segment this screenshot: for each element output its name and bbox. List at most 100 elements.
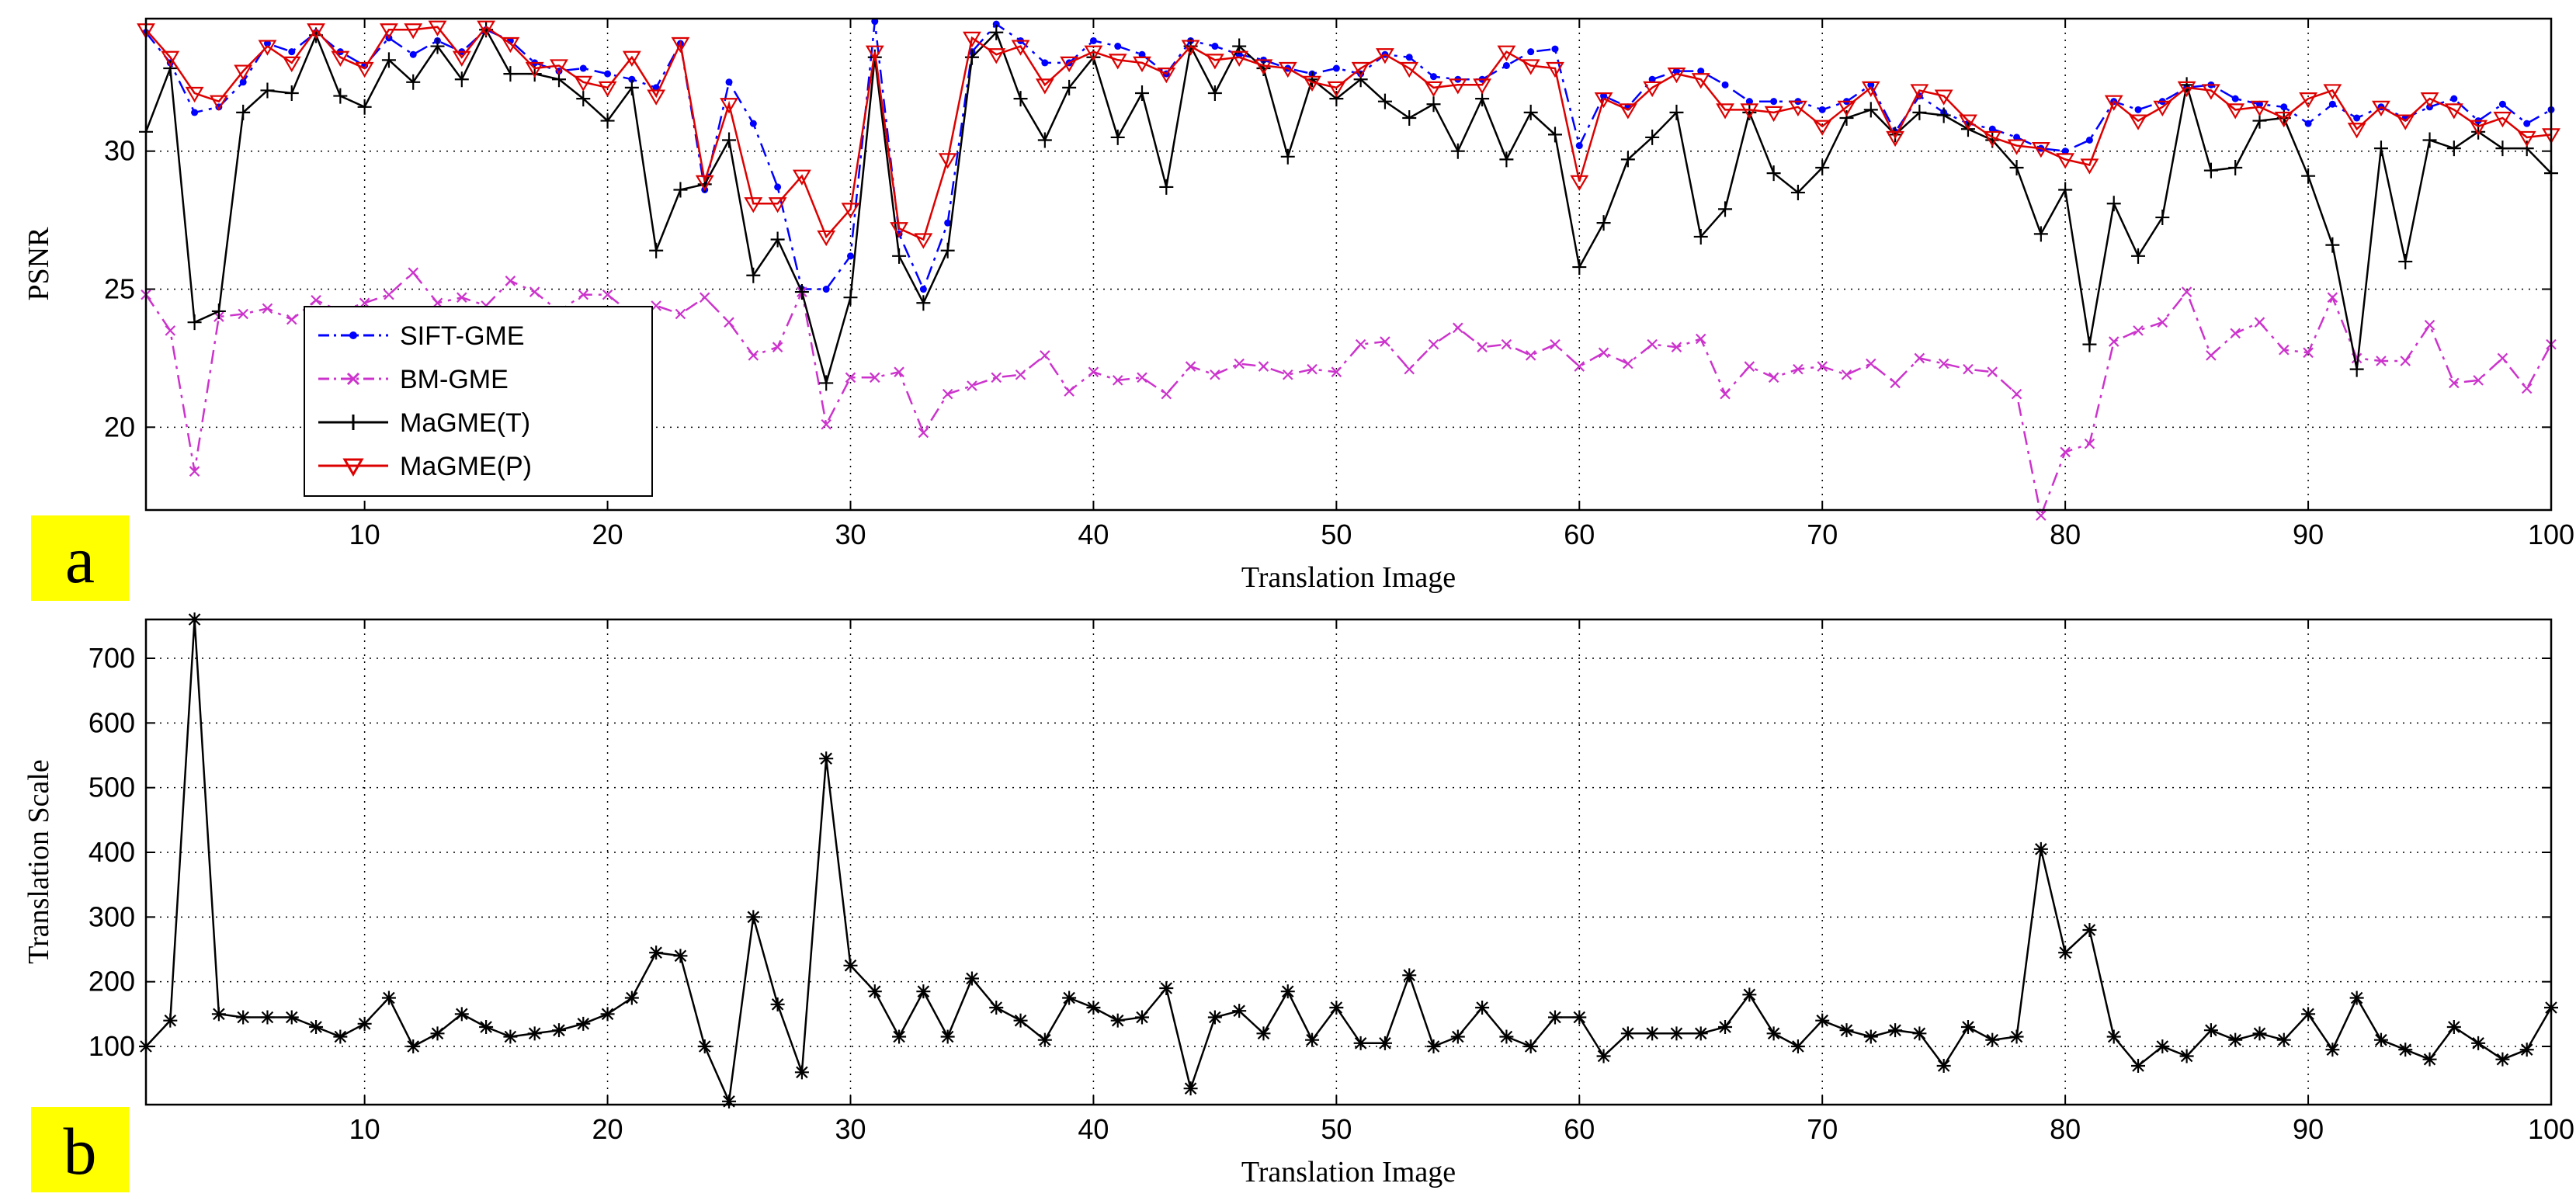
data-point [1600,92,1608,100]
data-point [600,1007,615,1022]
data-point [189,466,200,477]
data-point [163,61,178,77]
data-point [2396,114,2415,130]
data-point [2058,946,2073,960]
panel-a-frame [144,17,2553,512]
data-point [1547,127,1562,143]
data-point [2303,347,2314,359]
data-point [284,1010,299,1025]
data-point [1159,179,1174,195]
legend-box [304,306,653,497]
data-point [1645,1026,1660,1041]
data-point [2058,182,2073,198]
panel-a-xtick-label: 80 [2050,519,2081,550]
data-point [624,991,639,1005]
data-point [1938,358,1949,370]
data-point [1648,75,1656,83]
data-point [604,70,612,78]
data-point [260,82,275,99]
data-point [505,276,516,286]
data-point [1988,125,1996,133]
data-point [1086,1001,1101,1015]
data-point [1015,369,1026,380]
data-point [1742,987,1757,1002]
panel-a: 10 20 30 40 50 60 70 80 90 100 20 25 30 SIFT-GME BM-… [23,17,2574,601]
panel-b-ytick-label: 700 [89,642,135,674]
data-point [404,23,423,40]
data-point [1745,98,1753,106]
data-point [1064,386,1074,397]
data-point [2255,100,2263,108]
data-point [1185,361,1196,372]
data-point [380,23,398,40]
data-point [1499,1029,1514,1044]
data-point [1936,1059,1951,1073]
data-point [551,1023,566,1038]
data-point [2444,103,2463,120]
data-point [409,50,417,58]
data-point [2009,160,2024,176]
panel-b-ytick-label: 600 [89,706,135,738]
data-point [454,71,469,88]
data-point [1235,50,1243,58]
data-point [1594,92,1613,109]
panel-b-ytick-label: 300 [89,900,135,932]
data-point [284,85,299,102]
data-point [2106,1029,2121,1044]
data-point [919,286,927,293]
data-point [652,84,660,92]
data-point [1473,78,1492,95]
data-point [2080,158,2099,175]
data-point [1377,93,1392,109]
data-point [916,984,931,999]
data-point [892,1029,907,1044]
panel-b-xtick-label: 80 [2050,1113,2081,1145]
data-point [1985,1032,2000,1047]
data-point [1815,160,1830,176]
data-point [602,289,613,300]
data-point [163,1013,178,1028]
data-point [1888,127,1903,143]
legend-label-sift-gme: SIFT-GME [400,321,525,351]
data-point [1788,100,1807,116]
data-point [2201,84,2220,100]
data-point [1402,968,1417,983]
data-point [725,78,733,86]
data-point [2327,292,2338,303]
data-point [2376,356,2387,366]
data-point [2013,134,2021,141]
data-point [1669,1026,1684,1041]
data-point [1402,110,1417,127]
panel-b-xtick-label: 50 [1321,1113,1352,1145]
data-point [529,286,540,297]
data-point [744,197,763,213]
data-point [768,197,787,213]
data-point [2328,100,2336,108]
data-point [1332,64,1340,72]
data-point [2203,162,2218,179]
data-point [846,252,854,260]
data-point [2398,1043,2413,1057]
data-point [2276,1032,2291,1047]
data-point [2203,1023,2218,1038]
data-point [772,342,783,352]
data-point [1620,1026,1635,1041]
data-point [1112,375,1123,386]
panel-b-xtick-label: 100 [2528,1113,2574,1145]
data-point [2082,336,2097,352]
panel-a-xlabel: Translation Image [1241,561,1456,594]
data-point [2226,103,2245,120]
data-point [2424,319,2435,331]
data-point [355,61,374,78]
data-point [1011,40,1030,56]
panel-b-ylabel: Translation Scale [23,759,55,964]
data-point [695,175,714,191]
data-point [1207,85,1222,102]
panel-b-ticks: 10 20 30 40 50 60 70 80 90 100 100 200 300 400 500 600 7… [89,619,2574,1145]
data-point [2056,153,2075,169]
panel-b-xtick-label: 90 [2293,1113,2324,1145]
data-point [1404,363,1415,375]
data-point [1934,89,1953,106]
data-point [940,1029,955,1044]
data-point [578,289,589,300]
